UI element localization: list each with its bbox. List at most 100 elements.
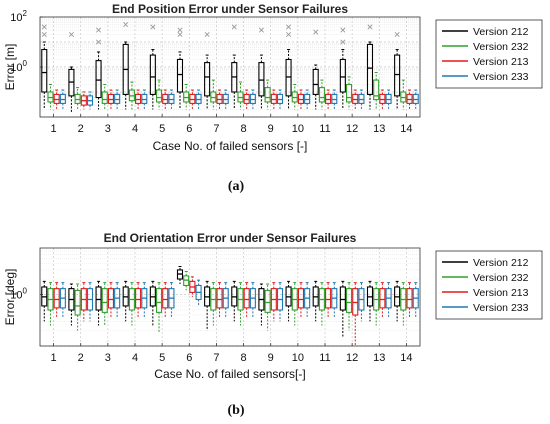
legend-item: Version 212 <box>442 26 529 38</box>
box-plot <box>352 89 359 110</box>
box-plot <box>114 89 121 110</box>
box-plot <box>141 282 148 318</box>
box-plot <box>210 282 217 326</box>
x-tick-label: 11 <box>319 123 330 135</box>
box-plot <box>80 91 87 110</box>
x-tick-label: 13 <box>373 352 385 364</box>
outlier-marker <box>96 39 102 45</box>
box <box>216 288 223 309</box>
box <box>155 288 163 313</box>
box <box>95 60 102 99</box>
outlier-marker <box>286 31 292 37</box>
box-plot <box>41 24 48 110</box>
box <box>373 79 380 101</box>
box-plot <box>95 27 102 110</box>
box-plot <box>95 280 102 326</box>
box-plot <box>222 89 229 110</box>
box <box>339 286 346 311</box>
box <box>325 288 332 309</box>
box-plot <box>379 282 386 318</box>
box-plot <box>312 280 319 322</box>
box <box>264 289 271 313</box>
box-plot <box>373 282 380 326</box>
box-plot <box>122 280 129 322</box>
x-tick-label: 11 <box>319 352 330 364</box>
chart-title: End Position Error under Sensor Failures <box>112 2 348 16</box>
x-tick-label: 14 <box>400 123 412 135</box>
minor-grid <box>40 17 420 110</box>
box <box>318 87 325 103</box>
box-plot <box>249 282 256 318</box>
box <box>379 288 386 309</box>
box-plot <box>195 89 202 110</box>
box-plot <box>237 282 244 326</box>
box-plot <box>176 27 184 110</box>
x-tick-label: 4 <box>132 123 138 135</box>
outlier-marker <box>367 24 373 30</box>
box-plot <box>135 282 142 318</box>
box <box>162 288 169 309</box>
box-plot <box>216 89 223 110</box>
box-plot <box>135 89 142 110</box>
box <box>41 48 48 93</box>
box-plot <box>285 280 292 322</box>
x-tick-label: 1 <box>51 123 57 135</box>
x-tick-label: 1 <box>51 352 57 364</box>
x-tick-label: 9 <box>268 352 274 364</box>
box-plot <box>204 280 211 331</box>
box-plot <box>345 76 353 110</box>
box-plot <box>80 282 87 322</box>
box <box>297 288 305 309</box>
x-tick-label: 10 <box>292 352 304 364</box>
legend: Version 212 Version 232 Version 213 Version… <box>435 250 543 320</box>
box-plot <box>291 282 298 326</box>
box-plot <box>149 280 156 326</box>
series-version-212 <box>41 22 401 113</box>
x-tick-labels: 1 2 3 4 5 6 7 8 9 10 11 12 13 14 <box>51 343 413 364</box>
x-tick-labels: 1 2 3 4 5 6 7 8 9 10 11 12 13 14 <box>51 114 413 135</box>
box-plot <box>204 31 211 110</box>
box-plot <box>168 282 175 318</box>
legend-item: Version 232 <box>442 41 529 53</box>
box-plot <box>149 24 156 110</box>
x-tick-label: 7 <box>213 123 219 135</box>
legend-label: Version 232 <box>473 41 529 53</box>
box-plot <box>312 29 319 110</box>
legend-label: Version 233 <box>473 71 529 83</box>
series-version-233 <box>59 279 419 322</box>
series-version-213 <box>53 89 413 110</box>
box-plot <box>352 282 359 346</box>
box-plot <box>406 282 413 318</box>
y-axis-label: Error [deg] <box>3 269 17 326</box>
outlier-marker <box>313 29 319 35</box>
legend-item: Version 213 <box>442 56 529 68</box>
box-plot <box>128 81 135 110</box>
box-plot <box>162 89 169 110</box>
box-plot <box>366 24 374 110</box>
box <box>176 58 184 93</box>
minor-grid <box>40 250 420 331</box>
box <box>101 288 108 313</box>
box-plot <box>47 282 54 326</box>
box-plot <box>276 282 284 322</box>
box-plot <box>243 89 250 110</box>
box-plot <box>318 282 325 326</box>
x-tick-label: 6 <box>186 123 192 135</box>
box-plot <box>74 283 81 331</box>
box-plot <box>216 282 223 318</box>
outlier-marker <box>41 24 47 30</box>
x-tick-label: 7 <box>213 352 219 364</box>
outlier-marker <box>231 24 237 30</box>
legend-item: Version 233 <box>442 71 529 83</box>
box-plot <box>189 276 196 297</box>
box-plot <box>189 89 196 110</box>
y-axis-label: Error [m] <box>3 44 17 91</box>
box-plot <box>107 89 115 110</box>
panel-caption: (a) <box>228 179 245 194</box>
box-plot <box>304 282 311 318</box>
box <box>243 288 250 309</box>
series-version-232 <box>47 72 407 110</box>
box-plot <box>385 282 392 318</box>
legend-item: Version 232 <box>442 272 529 284</box>
outlier-marker <box>150 24 156 30</box>
